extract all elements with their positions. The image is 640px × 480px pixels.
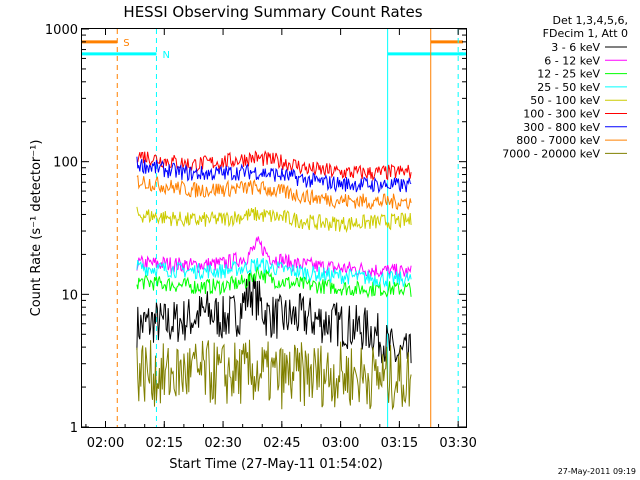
series-line-5 [136, 150, 412, 182]
annotation-lines: SN [82, 29, 466, 427]
legend-label-2: 12 - 25 keV [537, 68, 600, 81]
x-axis-label: Start Time (27-May-11 01:54:02) [169, 457, 383, 472]
series-line-4 [136, 206, 412, 234]
legend-header-1: FDecim 1, Att 0 [543, 27, 628, 40]
x-tick-label-1: 02:15 [146, 436, 183, 451]
annotation-label-1: N [162, 50, 169, 61]
series-line-7 [136, 175, 412, 211]
legend-label-7: 800 - 7000 keV [516, 134, 600, 147]
series-5 [136, 150, 412, 182]
series-8 [136, 339, 412, 411]
y-tick-label-3: 1000 [45, 23, 78, 38]
series-line-0 [136, 273, 412, 365]
legend-label-4: 50 - 100 keV [530, 94, 600, 107]
timestamp: 27-May-2011 09:19 [558, 467, 636, 476]
series-1 [136, 236, 412, 281]
series-3 [136, 257, 412, 288]
axes-group: 02:00 02:15 02:30 02:45 03:00 03:15 03:30 1 10 10… [45, 23, 477, 451]
legend: Det 1,3,4,5,6,FDecim 1, Att 03 - 6 keV6 … [502, 14, 628, 160]
legend-header-0: Det 1,3,4,5,6, [552, 14, 628, 27]
y-tick-label-0: 1 [70, 421, 78, 436]
x-tick-label-6: 03:30 [439, 436, 476, 451]
x-tick-label-5: 03:15 [381, 436, 418, 451]
series-0 [136, 273, 412, 365]
legend-label-3: 25 - 50 keV [537, 81, 600, 94]
x-tick-label-0: 02:00 [87, 436, 124, 451]
series-line-8 [136, 339, 412, 411]
series-line-1 [136, 236, 412, 281]
y-tick-label-1: 10 [61, 288, 78, 303]
legend-label-1: 6 - 12 keV [544, 54, 600, 67]
x-tick-label-4: 03:00 [322, 436, 359, 451]
x-tick-label-2: 02:30 [204, 436, 241, 451]
series-line-6 [136, 156, 412, 194]
chart-title: HESSI Observing Summary Count Rates [123, 3, 422, 21]
series-4 [136, 206, 412, 234]
legend-label-0: 3 - 6 keV [551, 41, 600, 54]
series-7 [136, 175, 412, 211]
series-group [136, 150, 412, 411]
series-line-3 [136, 257, 412, 288]
annotation-label-0: S [123, 38, 129, 49]
series-2 [136, 266, 412, 299]
y-axis-label: Count Rate (s⁻¹ detector⁻¹) [29, 140, 44, 317]
series-line-2 [136, 266, 412, 299]
y-tick-label-2: 100 [53, 156, 78, 171]
plot-frame [81, 28, 467, 428]
series-6 [136, 156, 412, 194]
x-tick-label-3: 02:45 [263, 436, 300, 451]
legend-label-6: 300 - 800 keV [523, 121, 600, 134]
legend-label-5: 100 - 300 keV [523, 108, 600, 121]
legend-label-8: 7000 - 20000 keV [502, 147, 600, 160]
